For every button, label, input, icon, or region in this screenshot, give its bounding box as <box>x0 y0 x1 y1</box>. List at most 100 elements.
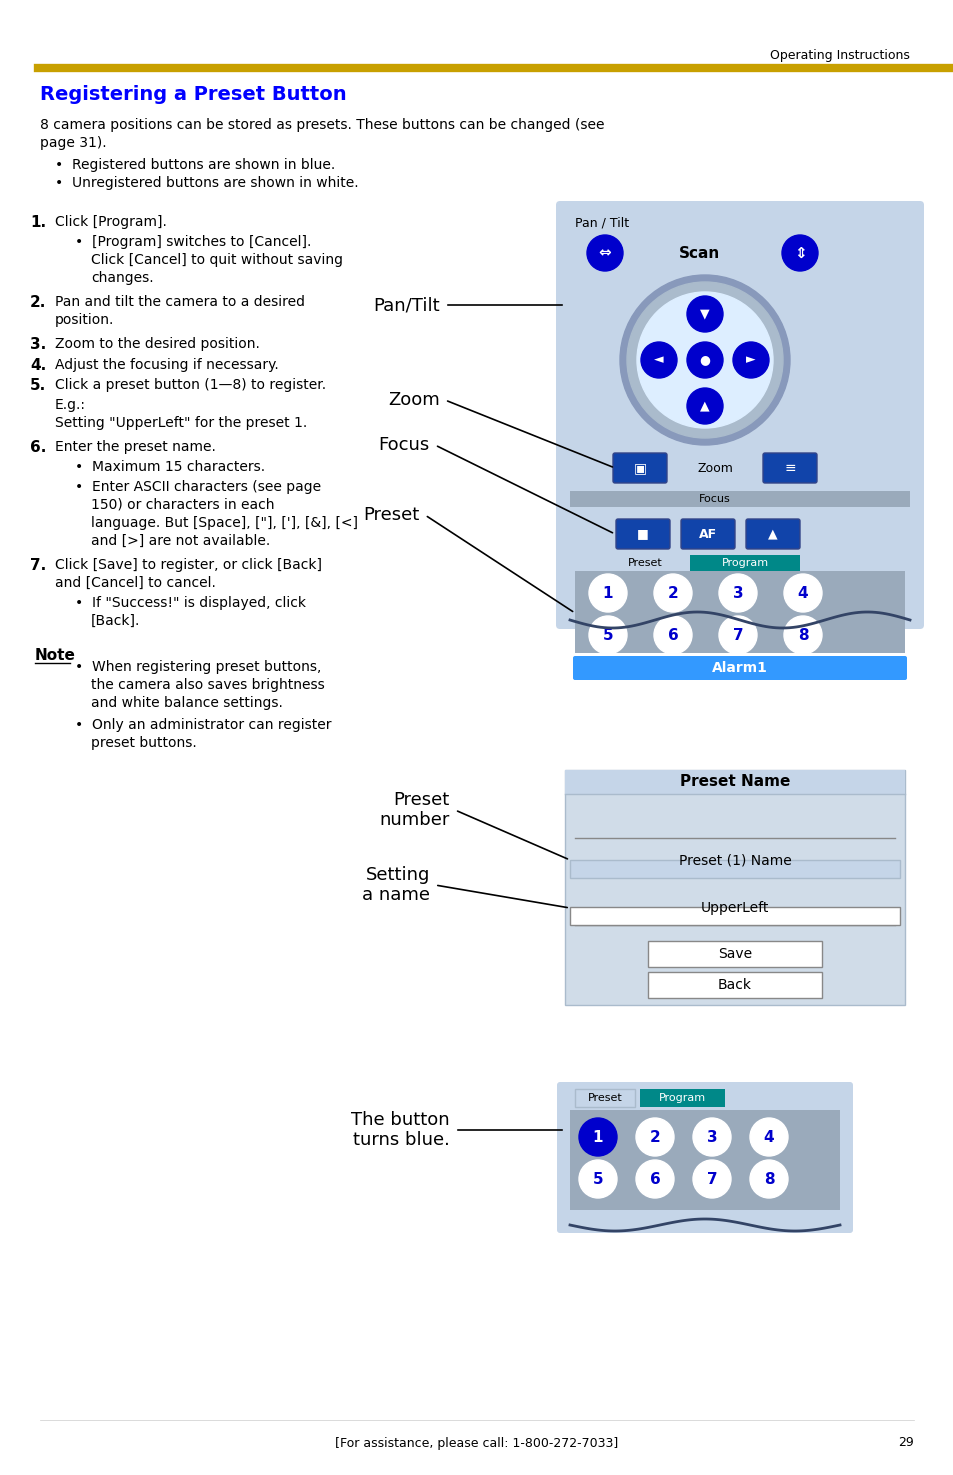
Circle shape <box>781 235 817 271</box>
Circle shape <box>783 574 821 612</box>
Text: •  Registered buttons are shown in blue.: • Registered buttons are shown in blue. <box>55 158 335 173</box>
Text: 4: 4 <box>797 586 807 600</box>
Text: 1.: 1. <box>30 215 46 230</box>
FancyBboxPatch shape <box>689 555 800 571</box>
FancyBboxPatch shape <box>575 571 904 653</box>
Text: ►: ► <box>745 354 755 366</box>
Text: [For assistance, please call: 1-800-272-7033]: [For assistance, please call: 1-800-272-… <box>335 1437 618 1450</box>
Text: ▼: ▼ <box>700 307 709 320</box>
Text: Focus: Focus <box>699 494 730 504</box>
Text: number: number <box>379 811 450 829</box>
Text: Setting: Setting <box>365 866 430 884</box>
Text: position.: position. <box>55 313 114 327</box>
Text: Operating Instructions: Operating Instructions <box>769 49 909 62</box>
Text: 3: 3 <box>706 1130 717 1145</box>
Text: Adjust the focusing if necessary.: Adjust the focusing if necessary. <box>55 358 278 372</box>
Circle shape <box>619 274 789 445</box>
Circle shape <box>640 342 677 378</box>
Text: ⇔: ⇔ <box>598 245 611 261</box>
Circle shape <box>578 1118 617 1156</box>
Text: •  [Program] switches to [Cancel].: • [Program] switches to [Cancel]. <box>75 235 311 249</box>
Text: Click a preset button (1—8) to register.: Click a preset button (1—8) to register. <box>55 378 326 392</box>
Circle shape <box>654 574 691 612</box>
Circle shape <box>686 342 722 378</box>
Text: Program: Program <box>720 558 768 568</box>
Text: changes.: changes. <box>91 271 153 285</box>
Text: Note: Note <box>35 648 76 662</box>
Text: and white balance settings.: and white balance settings. <box>91 696 283 709</box>
Text: and [Cancel] to cancel.: and [Cancel] to cancel. <box>55 577 215 590</box>
Text: UpperLeft: UpperLeft <box>700 901 768 914</box>
Text: 2.: 2. <box>30 295 47 310</box>
Circle shape <box>719 617 757 653</box>
Text: Preset: Preset <box>394 791 450 808</box>
Text: Preset Name: Preset Name <box>679 774 789 789</box>
Text: 6.: 6. <box>30 440 47 454</box>
Text: language. But [Space], ["], ['], [&], [<]: language. But [Space], ["], ['], [&], [<… <box>91 516 357 530</box>
Text: page 31).: page 31). <box>40 136 107 150</box>
Text: The button: The button <box>351 1111 450 1128</box>
FancyBboxPatch shape <box>575 1089 635 1108</box>
Text: 8 camera positions can be stored as presets. These buttons can be changed (see: 8 camera positions can be stored as pres… <box>40 118 604 131</box>
Text: and [>] are not available.: and [>] are not available. <box>91 534 270 549</box>
FancyBboxPatch shape <box>680 519 734 549</box>
Text: Save: Save <box>718 947 751 962</box>
Text: Enter the preset name.: Enter the preset name. <box>55 440 215 454</box>
Text: •  If "Success!" is displayed, click: • If "Success!" is displayed, click <box>75 596 306 611</box>
Text: 6: 6 <box>649 1171 659 1186</box>
Circle shape <box>686 296 722 332</box>
Text: Click [Cancel] to quit without saving: Click [Cancel] to quit without saving <box>91 254 343 267</box>
Text: ■: ■ <box>637 528 648 540</box>
Text: 5: 5 <box>592 1171 602 1186</box>
Text: E.g.:: E.g.: <box>55 398 86 412</box>
Text: Focus: Focus <box>378 437 430 454</box>
Text: Back: Back <box>718 978 751 993</box>
Text: ◄: ◄ <box>654 354 663 366</box>
Text: ▲: ▲ <box>700 400 709 413</box>
Text: •  Unregistered buttons are shown in white.: • Unregistered buttons are shown in whit… <box>55 176 358 190</box>
FancyBboxPatch shape <box>613 453 666 482</box>
Text: the camera also saves brightness: the camera also saves brightness <box>91 678 324 692</box>
Text: Preset: Preset <box>627 558 661 568</box>
Circle shape <box>588 574 626 612</box>
Circle shape <box>588 617 626 653</box>
Text: 5.: 5. <box>30 378 46 392</box>
Circle shape <box>783 617 821 653</box>
Circle shape <box>692 1159 730 1198</box>
Circle shape <box>586 235 622 271</box>
Text: •  Only an administrator can register: • Only an administrator can register <box>75 718 331 732</box>
Circle shape <box>626 282 782 438</box>
FancyBboxPatch shape <box>573 656 906 680</box>
Text: 1: 1 <box>602 586 613 600</box>
FancyBboxPatch shape <box>564 770 904 1004</box>
Text: 150) or characters in each: 150) or characters in each <box>91 499 274 512</box>
Text: Preset: Preset <box>587 1093 621 1103</box>
Text: •  Maximum 15 characters.: • Maximum 15 characters. <box>75 460 265 473</box>
Text: a name: a name <box>361 886 430 904</box>
FancyBboxPatch shape <box>564 770 904 794</box>
Text: 3: 3 <box>732 586 742 600</box>
Circle shape <box>749 1159 787 1198</box>
FancyBboxPatch shape <box>569 907 899 925</box>
Circle shape <box>636 1118 673 1156</box>
FancyBboxPatch shape <box>647 972 821 999</box>
Text: preset buttons.: preset buttons. <box>91 736 196 749</box>
Text: [Back].: [Back]. <box>91 614 140 628</box>
Text: ▲: ▲ <box>767 528 777 540</box>
Text: 4.: 4. <box>30 358 46 373</box>
Text: ●: ● <box>699 354 710 366</box>
Text: •  When registering preset buttons,: • When registering preset buttons, <box>75 659 321 674</box>
Text: 4: 4 <box>763 1130 774 1145</box>
Text: turns blue.: turns blue. <box>353 1131 450 1149</box>
FancyBboxPatch shape <box>557 1083 852 1233</box>
Text: 7.: 7. <box>30 558 46 572</box>
Circle shape <box>692 1118 730 1156</box>
Circle shape <box>637 292 772 428</box>
Circle shape <box>719 574 757 612</box>
Text: Registering a Preset Button: Registering a Preset Button <box>40 86 346 105</box>
Text: 2: 2 <box>649 1130 659 1145</box>
Text: Pan/Tilt: Pan/Tilt <box>373 296 439 314</box>
Text: 3.: 3. <box>30 336 46 353</box>
Text: AF: AF <box>699 528 717 540</box>
Text: 2: 2 <box>667 586 678 600</box>
